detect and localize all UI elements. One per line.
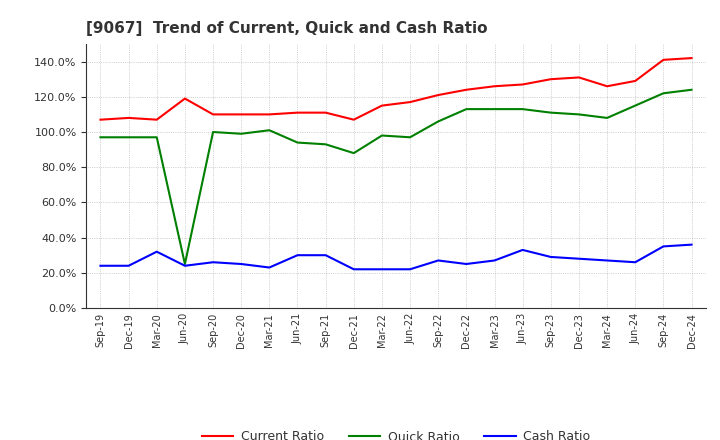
Quick Ratio (434, 119, 443, 124)
Cash Ratio (265, 265, 274, 270)
Current Ratio (659, 57, 667, 62)
Quick Ratio (209, 129, 217, 135)
Quick Ratio (659, 91, 667, 96)
Current Ratio (518, 82, 527, 87)
Quick Ratio (603, 115, 611, 121)
Cash Ratio (603, 258, 611, 263)
Current Ratio (237, 112, 246, 117)
Quick Ratio (631, 103, 639, 108)
Cash Ratio (237, 261, 246, 267)
Current Ratio (406, 99, 415, 105)
Quick Ratio (125, 135, 133, 140)
Current Ratio (575, 75, 583, 80)
Quick Ratio (518, 106, 527, 112)
Quick Ratio (462, 106, 471, 112)
Cash Ratio (96, 263, 105, 268)
Quick Ratio (293, 140, 302, 145)
Quick Ratio (546, 110, 555, 115)
Current Ratio (209, 112, 217, 117)
Quick Ratio (490, 106, 499, 112)
Current Ratio (181, 96, 189, 101)
Cash Ratio (575, 256, 583, 261)
Quick Ratio (406, 135, 415, 140)
Cash Ratio (462, 261, 471, 267)
Current Ratio (490, 84, 499, 89)
Cash Ratio (406, 267, 415, 272)
Quick Ratio (321, 142, 330, 147)
Cash Ratio (434, 258, 443, 263)
Current Ratio (125, 115, 133, 121)
Cash Ratio (687, 242, 696, 247)
Cash Ratio (490, 258, 499, 263)
Current Ratio (96, 117, 105, 122)
Current Ratio (265, 112, 274, 117)
Line: Current Ratio: Current Ratio (101, 58, 691, 120)
Current Ratio (687, 55, 696, 61)
Quick Ratio (377, 133, 386, 138)
Current Ratio (462, 87, 471, 92)
Line: Quick Ratio: Quick Ratio (101, 90, 691, 264)
Quick Ratio (181, 261, 189, 267)
Cash Ratio (321, 253, 330, 258)
Text: [9067]  Trend of Current, Quick and Cash Ratio: [9067] Trend of Current, Quick and Cash … (86, 21, 488, 36)
Cash Ratio (181, 263, 189, 268)
Quick Ratio (237, 131, 246, 136)
Cash Ratio (546, 254, 555, 260)
Quick Ratio (96, 135, 105, 140)
Current Ratio (321, 110, 330, 115)
Cash Ratio (377, 267, 386, 272)
Current Ratio (631, 78, 639, 84)
Cash Ratio (209, 260, 217, 265)
Quick Ratio (153, 135, 161, 140)
Current Ratio (293, 110, 302, 115)
Line: Cash Ratio: Cash Ratio (101, 245, 691, 269)
Current Ratio (377, 103, 386, 108)
Current Ratio (349, 117, 358, 122)
Cash Ratio (153, 249, 161, 254)
Current Ratio (434, 92, 443, 98)
Legend: Current Ratio, Quick Ratio, Cash Ratio: Current Ratio, Quick Ratio, Cash Ratio (197, 425, 595, 440)
Cash Ratio (518, 247, 527, 253)
Current Ratio (546, 77, 555, 82)
Quick Ratio (265, 128, 274, 133)
Quick Ratio (349, 150, 358, 156)
Cash Ratio (349, 267, 358, 272)
Cash Ratio (659, 244, 667, 249)
Cash Ratio (631, 260, 639, 265)
Cash Ratio (293, 253, 302, 258)
Current Ratio (153, 117, 161, 122)
Cash Ratio (125, 263, 133, 268)
Current Ratio (603, 84, 611, 89)
Quick Ratio (687, 87, 696, 92)
Quick Ratio (575, 112, 583, 117)
